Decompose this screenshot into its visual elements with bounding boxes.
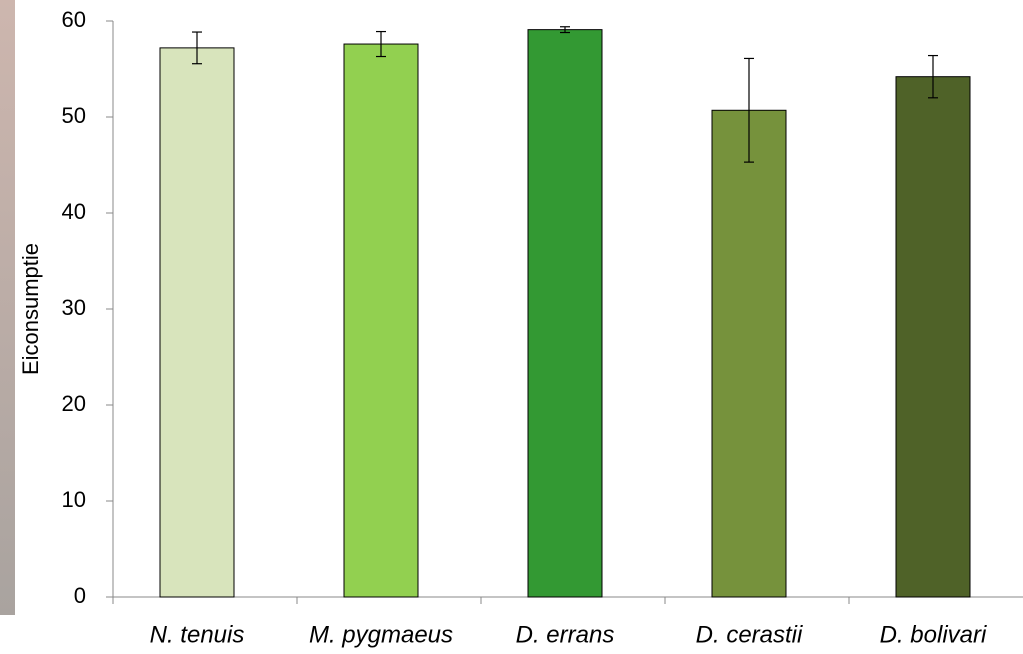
bar (896, 77, 970, 597)
y-tick-label: 20 (62, 391, 86, 416)
y-tick-label: 10 (62, 487, 86, 512)
y-axis-label: Eiconsumptie (18, 243, 43, 375)
bar (344, 44, 418, 597)
x-tick-label: D. errans (516, 621, 615, 648)
x-tick-label: N. tenuis (150, 621, 245, 648)
x-tick-label: D. cerastii (696, 621, 803, 648)
page: Eiconsumptie 0 10 20 30 40 50 60 N. tenuis M. py… (0, 0, 1023, 654)
bar (160, 48, 234, 597)
y-tick-label: 30 (62, 295, 86, 320)
bar (712, 110, 786, 597)
bar (528, 30, 602, 597)
chart: Eiconsumptie 0 10 20 30 40 50 60 N. tenuis M. py… (0, 0, 1023, 654)
y-tick-label: 0 (74, 583, 86, 608)
x-tick-label: D. bolivari (880, 621, 987, 648)
y-tick-label: 60 (62, 7, 86, 32)
x-tick-label: M. pygmaeus (309, 621, 453, 648)
y-tick-label: 50 (62, 103, 86, 128)
y-tick-label: 40 (62, 199, 86, 224)
background-strip (0, 0, 15, 615)
